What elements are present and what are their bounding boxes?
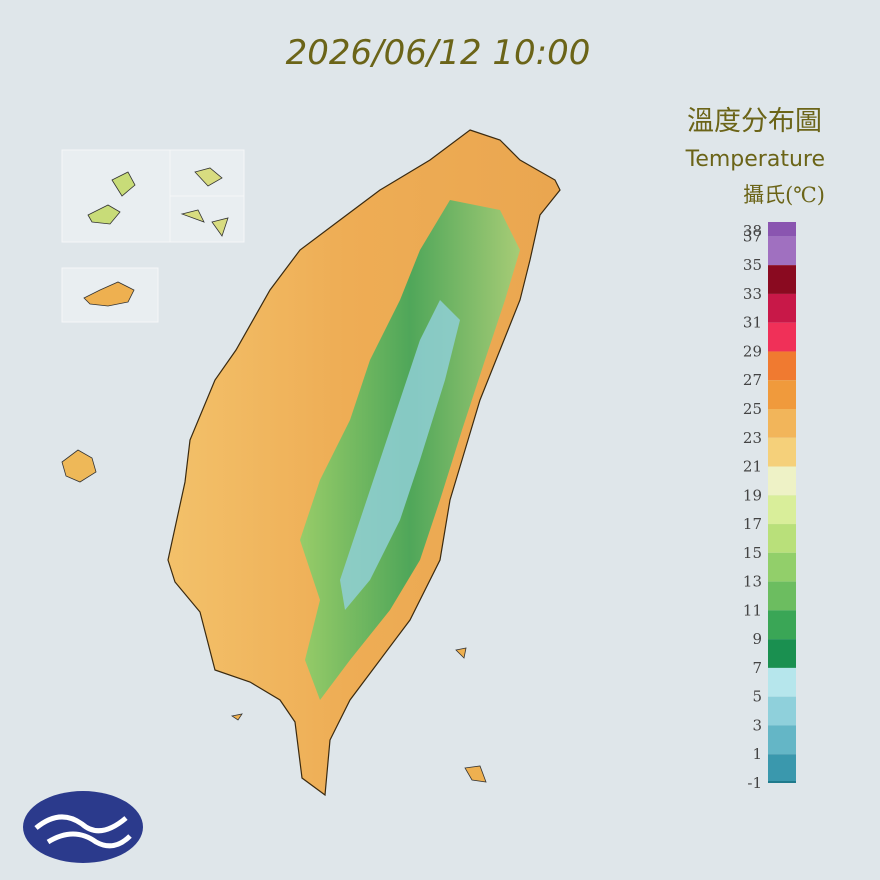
color-bin — [768, 293, 796, 323]
legend-label: 9 — [752, 630, 762, 648]
color-bin — [768, 380, 796, 409]
color-bin — [768, 351, 796, 381]
color-bin — [768, 696, 796, 726]
island — [83, 281, 135, 307]
legend-unit: 攝氏(℃) — [743, 183, 825, 207]
color-bin — [768, 781, 796, 783]
color-bin — [768, 581, 796, 611]
color-bin — [768, 610, 796, 640]
color-bin — [768, 222, 796, 237]
legend-label: 27 — [743, 371, 762, 389]
legend-label: 15 — [743, 544, 762, 562]
legend-label: 3 — [752, 716, 762, 734]
color-bin — [768, 552, 796, 582]
island — [87, 171, 136, 225]
datetime: 2026/06/12 10:00 — [286, 33, 591, 73]
legend-label: 7 — [752, 659, 762, 677]
legend-label: 17 — [743, 515, 762, 533]
legend-label: 37 — [743, 227, 762, 245]
legend-label: 38 — [743, 222, 762, 240]
island — [230, 647, 487, 783]
legend-label: -1 — [747, 774, 762, 792]
island — [61, 449, 97, 483]
legend-subtitle: Temperature — [685, 147, 825, 172]
color-bin — [768, 754, 796, 783]
legend-label: 11 — [743, 601, 762, 619]
legend-label: 5 — [752, 688, 762, 706]
color-bin — [768, 322, 796, 352]
legend-title: 溫度分布圖 — [687, 106, 822, 137]
color-bin — [768, 725, 796, 755]
legend-label: 29 — [743, 342, 762, 360]
legend-label: 21 — [743, 458, 762, 476]
legend-label: 33 — [743, 285, 762, 303]
island — [180, 167, 229, 237]
high-peaks — [340, 300, 460, 610]
color-bin — [768, 524, 796, 553]
color-bin — [768, 639, 796, 668]
legend-label: 19 — [743, 486, 762, 504]
legend-label: 35 — [743, 256, 762, 274]
color-bin — [768, 236, 796, 266]
color-bin — [768, 409, 796, 438]
legend-label: 1 — [752, 745, 762, 763]
legend-label: 23 — [743, 429, 762, 447]
color-bin — [768, 437, 796, 467]
legend-label: 25 — [743, 400, 762, 418]
logo-mark — [34, 814, 132, 849]
color-bin — [768, 495, 796, 525]
color-bin — [768, 265, 796, 294]
legend-label: 13 — [743, 573, 762, 591]
color-bin — [768, 466, 796, 496]
color-bin — [768, 667, 796, 697]
legend-label: 31 — [743, 314, 762, 332]
